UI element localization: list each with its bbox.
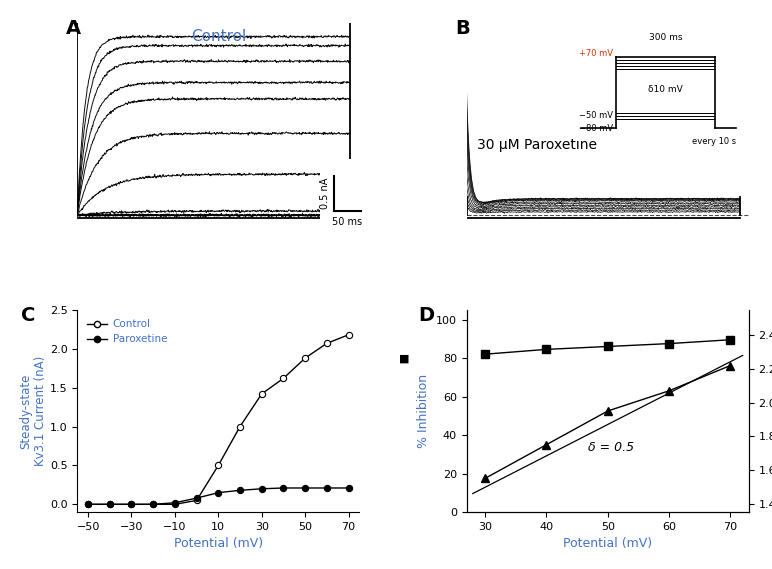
Text: 0.5 nA: 0.5 nA <box>320 178 330 209</box>
Control <box>214 462 223 469</box>
Text: δ = 0.5: δ = 0.5 <box>588 441 634 454</box>
Paroxetine <box>171 500 180 506</box>
Paroxetine <box>83 501 93 508</box>
Paroxetine <box>279 485 288 492</box>
Paroxetine <box>127 501 136 508</box>
Paroxetine <box>344 485 353 492</box>
Text: D: D <box>418 306 435 325</box>
Y-axis label: Steady-state
Kv3.1 Current (nA): Steady-state Kv3.1 Current (nA) <box>19 356 47 466</box>
Text: ■: ■ <box>399 353 410 364</box>
Text: B: B <box>455 19 470 38</box>
Paroxetine <box>192 494 201 501</box>
Text: 50 ms: 50 ms <box>332 217 363 228</box>
Text: 30 μM Paroxetine: 30 μM Paroxetine <box>477 138 598 152</box>
Control <box>127 501 136 508</box>
Paroxetine <box>300 485 310 492</box>
Control <box>344 331 353 338</box>
Paroxetine <box>105 501 114 508</box>
Control <box>171 501 180 508</box>
Paroxetine <box>257 485 266 492</box>
Control <box>279 375 288 382</box>
Control <box>300 354 310 361</box>
Text: A: A <box>66 19 81 38</box>
Paroxetine <box>148 501 157 508</box>
Control <box>192 497 201 504</box>
X-axis label: Potential (mV): Potential (mV) <box>174 537 262 550</box>
Control <box>322 340 331 347</box>
Control <box>148 501 157 508</box>
Control <box>105 501 114 508</box>
Paroxetine <box>322 485 331 492</box>
Line: Paroxetine: Paroxetine <box>85 485 352 508</box>
Paroxetine <box>235 487 245 494</box>
Line: Control: Control <box>85 332 352 508</box>
Control <box>257 390 266 397</box>
Legend: Control, Paroxetine: Control, Paroxetine <box>83 315 171 349</box>
Text: C: C <box>21 306 36 325</box>
Y-axis label: % Inhibition: % Inhibition <box>418 374 430 448</box>
Control <box>235 423 245 430</box>
Paroxetine <box>214 489 223 496</box>
Control <box>83 501 93 508</box>
Text: Control: Control <box>191 29 246 44</box>
X-axis label: Potential (mV): Potential (mV) <box>564 537 652 550</box>
